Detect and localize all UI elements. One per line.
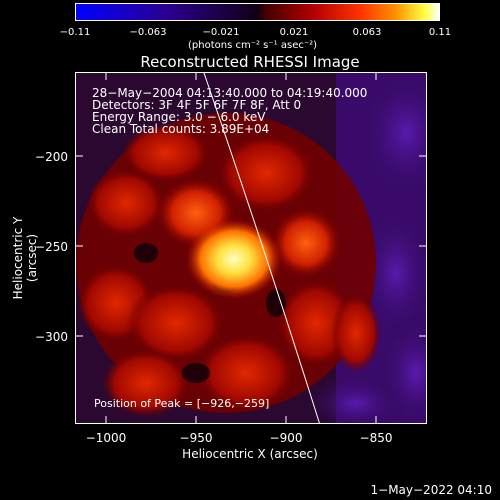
solar-limb-line bbox=[203, 73, 320, 423]
colorbar-tick: −0.11 bbox=[59, 27, 91, 38]
x-axis-label: Heliocentric X (arcsec) bbox=[182, 447, 318, 461]
y-tick-label: −250 bbox=[35, 240, 68, 254]
axis-ticks bbox=[75, 72, 427, 424]
image-plot: 28−May−2004 04:13:40.000 to 04:19:40.000… bbox=[75, 72, 427, 424]
colorbar-tick: 0.11 bbox=[428, 27, 452, 38]
x-tick-label: −1000 bbox=[85, 431, 127, 445]
colorbar-tick: 0.063 bbox=[352, 27, 382, 38]
info-detectors: Detectors: 3F 4F 5F 6F 7F 8F, Att 0 bbox=[92, 98, 302, 112]
colorbar bbox=[75, 3, 440, 21]
y-tick-label: −200 bbox=[35, 150, 68, 164]
peak-position: Position of Peak = [−926,−259] bbox=[94, 397, 270, 410]
reconstructed-image bbox=[76, 73, 426, 423]
colorbar-tick: 0.021 bbox=[279, 27, 309, 38]
peak-source bbox=[186, 219, 282, 299]
colorbar-tick: −0.063 bbox=[129, 27, 167, 38]
info-total-counts: Clean Total counts: 3.89E+04 bbox=[92, 122, 270, 136]
x-tick-label: −850 bbox=[359, 431, 393, 445]
y-axis-label: Heliocentric Y (arcsec) bbox=[11, 216, 39, 300]
info-energy-range: Energy Range: 3.0 − 6.0 keV bbox=[92, 110, 266, 124]
info-time-range: 28−May−2004 04:13:40.000 to 04:19:40.000 bbox=[92, 86, 368, 100]
colorbar-tick: −0.021 bbox=[202, 27, 240, 38]
x-tick-label: −900 bbox=[269, 431, 303, 445]
timestamp: 1−May−2022 04:10 bbox=[370, 483, 493, 497]
colorbar-units: (photons cm⁻² s⁻¹ asec⁻²) bbox=[188, 40, 318, 51]
plot-title: Reconstructed RHESSI Image bbox=[140, 53, 360, 71]
x-tick-label: −950 bbox=[179, 431, 213, 445]
y-tick-label: −300 bbox=[35, 330, 68, 344]
